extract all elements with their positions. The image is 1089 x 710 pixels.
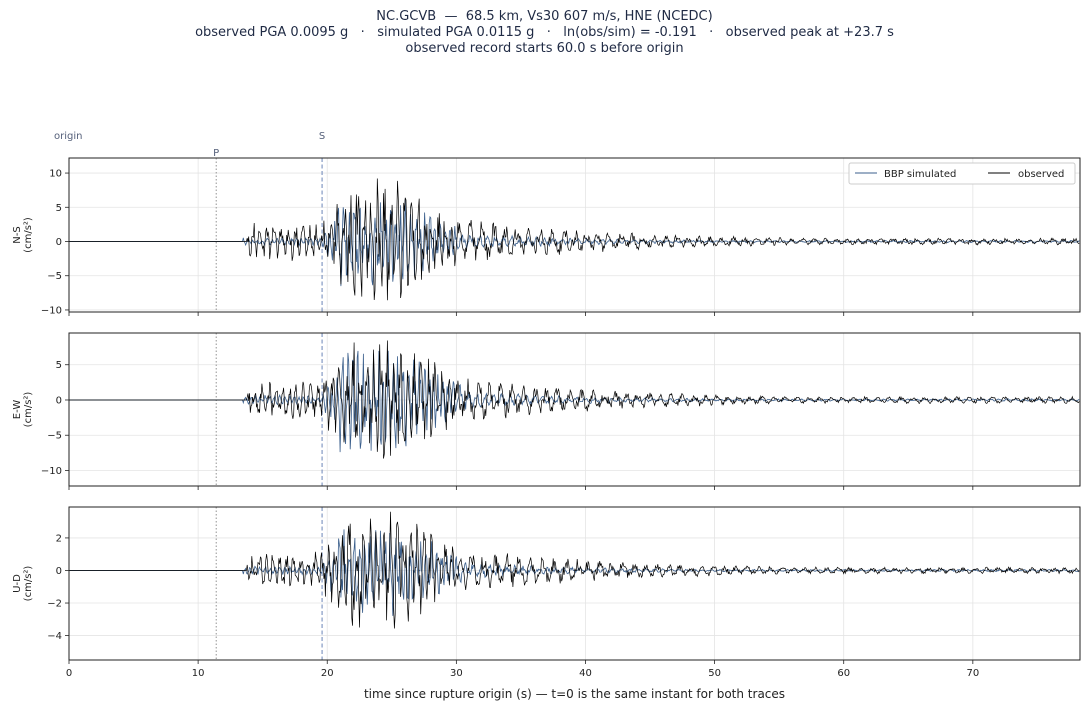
y-tick-label: −4: [47, 631, 62, 642]
y-tick-label: 0: [56, 237, 62, 248]
panel-frame: [68, 332, 1081, 487]
y-axis-label: U-D: [12, 574, 23, 593]
y-axis-unit-label: (cm/s²): [23, 566, 34, 602]
y-tick-label: 10: [49, 169, 62, 180]
y-tick-label: −10: [41, 466, 62, 477]
x-tick-label: 0: [66, 668, 72, 679]
observed-trace: [69, 340, 1080, 459]
y-axis-unit-label: (cm/s²): [23, 392, 34, 428]
legend-box: [848, 162, 1076, 185]
panel-u-d: [65, 506, 1081, 664]
legend-simulated-label: BBP simulated: [884, 169, 956, 180]
x-tick-label: 50: [708, 668, 721, 679]
simulated-trace: [69, 350, 1080, 453]
panel-n-s: [65, 157, 1081, 316]
panel-e-w: [65, 332, 1081, 490]
origin-label: origin: [54, 131, 82, 142]
title-line-3: observed record starts 60.0 s before ori…: [405, 41, 684, 56]
title-line-1: NC.GCVB — 68.5 km, Vs30 607 m/s, HNE (NC…: [376, 9, 713, 24]
y-tick-label: −2: [47, 599, 62, 610]
y-axis-label: N-S: [12, 226, 23, 243]
y-tick-label: 5: [56, 360, 62, 371]
panel-frame: [68, 506, 1081, 661]
x-tick-label: 10: [192, 668, 205, 679]
y-tick-label: −5: [47, 271, 62, 282]
x-tick-label: 60: [837, 668, 850, 679]
x-tick-label: 40: [579, 668, 592, 679]
y-axis-unit-label: (cm/s²): [23, 217, 34, 253]
p-label: P: [213, 148, 219, 159]
y-tick-label: 0: [56, 395, 62, 406]
observed-trace: [69, 178, 1080, 301]
x-tick-label: 20: [321, 668, 334, 679]
y-tick-label: −5: [47, 431, 62, 442]
panel-frame: [68, 157, 1081, 313]
legend-observed-label: observed: [1018, 169, 1064, 180]
y-tick-label: 2: [56, 533, 62, 544]
y-tick-label: 0: [56, 566, 62, 577]
observed-trace: [69, 511, 1080, 629]
title-line-2: observed PGA 0.0095 g · simulated PGA 0.…: [195, 25, 894, 40]
x-axis-label: time since rupture origin (s) — t=0 is t…: [364, 687, 785, 701]
x-tick-label: 30: [450, 668, 463, 679]
x-tick-label: 70: [966, 668, 979, 679]
y-tick-label: −10: [41, 305, 62, 316]
y-tick-label: 5: [56, 203, 62, 214]
s-label: S: [319, 131, 325, 142]
y-axis-label: E-W: [12, 400, 23, 420]
